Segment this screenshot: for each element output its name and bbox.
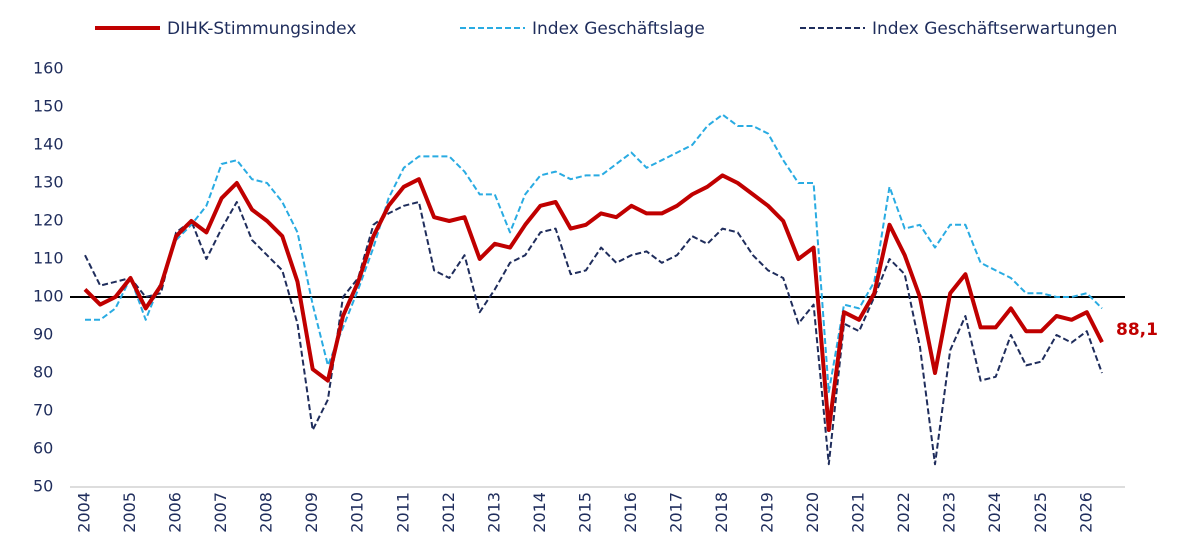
legend-label: DIHK-Stimmungsindex: [167, 19, 356, 39]
x-tick-label: 2005: [120, 492, 139, 533]
x-tick-label: 2013: [484, 492, 503, 533]
x-tick-label: 2018: [712, 492, 731, 533]
y-tick-label: 130: [33, 173, 64, 192]
y-tick-label: 160: [33, 59, 64, 78]
x-tick-label: 2014: [530, 492, 549, 533]
series-line: [83, 173, 1104, 432]
end-label: 88,1: [1116, 320, 1158, 340]
legend-label: Index Geschäftslage: [532, 19, 705, 39]
x-tick-label: 2020: [803, 492, 822, 533]
x-tick-label: 2008: [257, 492, 276, 533]
y-tick-label: 110: [33, 249, 64, 268]
x-tick-label: 2016: [621, 492, 640, 533]
x-tick-label: 2022: [894, 492, 913, 533]
legend-label: Index Geschäftserwartungen: [872, 19, 1117, 39]
x-tick-label: 2015: [575, 492, 594, 533]
x-tick-label: 2006: [166, 492, 185, 533]
x-tick-label: 2023: [940, 492, 959, 533]
x-tick-label: 2004: [75, 492, 94, 533]
y-tick-label: 50: [33, 477, 53, 496]
x-tick-label: 2009: [302, 492, 321, 533]
x-tick-label: 2025: [1031, 492, 1050, 533]
x-tick-label: 2026: [1076, 492, 1095, 533]
x-tick-label: 2012: [439, 492, 458, 533]
y-tick-label: 120: [33, 211, 64, 230]
y-tick-label: 100: [33, 287, 64, 306]
x-tick-label: 2019: [758, 492, 777, 533]
x-tick-label: 2021: [849, 492, 868, 533]
y-tick-label: 90: [33, 325, 53, 344]
x-tick-label: 2017: [666, 492, 685, 533]
x-tick-label: 2024: [985, 492, 1004, 533]
y-tick-label: 150: [33, 97, 64, 116]
y-tick-label: 140: [33, 135, 64, 154]
series-line: [84, 201, 1103, 466]
x-tick-label: 2007: [211, 492, 230, 533]
x-tick-label: 2010: [348, 492, 367, 533]
x-tick-label: 2011: [393, 492, 412, 533]
y-tick-label: 60: [33, 439, 53, 458]
y-tick-label: 80: [33, 363, 53, 382]
y-tick-label: 70: [33, 401, 53, 420]
